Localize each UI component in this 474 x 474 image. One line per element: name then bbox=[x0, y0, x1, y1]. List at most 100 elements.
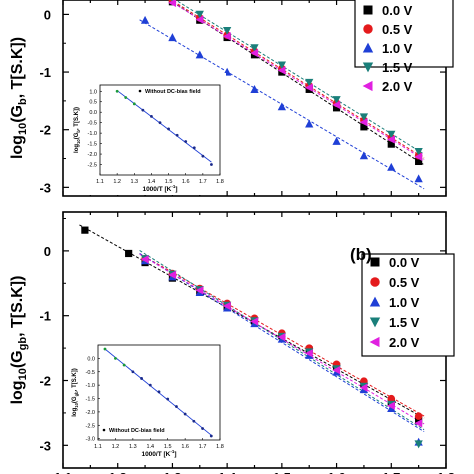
y-tick-label: -1 bbox=[39, 309, 51, 324]
data-point-2.0 V bbox=[332, 100, 341, 110]
data-point-0.0 V bbox=[125, 249, 133, 258]
data-point-2.0 V bbox=[332, 365, 341, 375]
data-point-2.0 V bbox=[195, 15, 204, 24]
inset-x-tick-label: 1.1 bbox=[96, 179, 104, 185]
inset-x-tick-label: 1.8 bbox=[216, 179, 224, 185]
inset-data-point bbox=[114, 356, 117, 360]
inset-data-point bbox=[183, 412, 187, 416]
data-point-2.0 V bbox=[304, 349, 313, 358]
data-point-2.0 V bbox=[250, 317, 259, 326]
panel-label: (b) bbox=[350, 245, 372, 264]
inset-y-tick-label: -0.5 bbox=[86, 370, 95, 376]
inset-x-tick-label: 1.7 bbox=[199, 444, 207, 450]
inset-x-tick-label: 1.3 bbox=[129, 444, 137, 450]
data-point-1.5 V bbox=[277, 61, 286, 70]
data-point-2.0 V bbox=[168, 0, 177, 8]
fit-line-0.5 V bbox=[139, 253, 425, 417]
data-point-0.0 V bbox=[81, 226, 89, 234]
inset-data-point bbox=[192, 419, 196, 423]
inset-data-point bbox=[184, 140, 188, 143]
data-point-1.5 V bbox=[387, 130, 396, 139]
legend-label: 0.0 V bbox=[382, 3, 413, 18]
inset-x-tick-label: 1.2 bbox=[112, 444, 120, 450]
x-tick-label: 1.7 bbox=[382, 470, 400, 474]
data-point-1.0 V bbox=[387, 162, 396, 171]
data-point-1.5 V bbox=[195, 10, 204, 19]
legend-marker bbox=[363, 5, 373, 15]
y-tick-label: 0 bbox=[44, 244, 51, 259]
inset-y-tick-label: -1.5 bbox=[86, 397, 95, 403]
data-point-0.5 V bbox=[387, 394, 396, 403]
legend-marker bbox=[362, 42, 374, 53]
legend-marker bbox=[362, 62, 374, 73]
legend-label: 1.0 V bbox=[389, 295, 420, 310]
legend: 0.0 V 0.5 V 1.0 V 1.5 V 2.0 V bbox=[354, 0, 454, 94]
inset-y-tick-label: 0.5 bbox=[89, 100, 97, 106]
y-tick-label: -3 bbox=[39, 438, 51, 453]
inset-fit-line bbox=[116, 90, 212, 163]
inset-data-point bbox=[175, 405, 178, 408]
legend-label: 2.0 V bbox=[389, 335, 420, 350]
inset-x-tick-label: 1.3 bbox=[130, 179, 138, 185]
inset-data-point bbox=[201, 154, 205, 158]
data-point-0.0 V bbox=[332, 104, 341, 112]
inset-data-point bbox=[115, 89, 119, 93]
data-point-1.5 V bbox=[332, 96, 341, 105]
y-tick-label: 0 bbox=[44, 7, 51, 22]
inset-legend-label: Without DC-bias field bbox=[109, 428, 165, 434]
inset-data-point bbox=[157, 390, 161, 394]
data-point-0.5 V bbox=[414, 412, 423, 420]
data-point-1.5 V bbox=[223, 26, 232, 35]
legend-marker bbox=[369, 336, 380, 348]
inset-y-tick-label: 0.0 bbox=[87, 356, 95, 362]
legend-label: 0.5 V bbox=[382, 22, 413, 37]
panel-a: -3 -2 -1 0 log10(Gb, T[S.K]) 0.0 V 0.5 V 1.0 V 1… bbox=[9, 0, 454, 197]
inset-x-tick-label: 1.8 bbox=[216, 444, 224, 450]
inset-y-tick-label: -2.0 bbox=[86, 410, 95, 416]
legend-marker bbox=[370, 257, 380, 267]
inset-frame bbox=[97, 344, 221, 441]
data-point-1.0 V bbox=[168, 33, 177, 42]
data-point-2.0 V bbox=[386, 135, 395, 144]
data-point-0.0 V bbox=[360, 123, 368, 131]
inset-data-point bbox=[132, 102, 136, 106]
data-point-2.0 V bbox=[414, 419, 423, 428]
legend-label: 0.0 V bbox=[389, 255, 420, 270]
inset-y-tick-label: -2.5 bbox=[88, 163, 97, 169]
x-tick-label: 1.5 bbox=[273, 470, 291, 474]
data-point-1.0 V bbox=[414, 174, 423, 183]
legend-marker bbox=[362, 80, 373, 92]
inset-y-tick-label: 1.0 bbox=[89, 89, 97, 95]
inset-data-point bbox=[103, 347, 107, 351]
data-point-1.0 V bbox=[250, 85, 259, 93]
inset-x-axis-label: 1000/T [K-1] bbox=[141, 449, 176, 458]
inset-x-tick-label: 1.1 bbox=[94, 444, 102, 450]
data-point-1.0 V bbox=[332, 136, 341, 145]
inset-legend-marker bbox=[102, 428, 106, 432]
inset-data-point bbox=[131, 370, 135, 374]
inset-data-point bbox=[201, 427, 204, 430]
data-point-1.5 V bbox=[414, 440, 423, 449]
x-tick-label: 1.2 bbox=[109, 470, 127, 474]
inset-data-point bbox=[150, 114, 153, 118]
data-point-1.0 V bbox=[305, 119, 314, 128]
inset-y-tick-label: 0.0 bbox=[89, 110, 97, 116]
data-point-2.0 V bbox=[195, 286, 204, 295]
y-tick-label: -3 bbox=[39, 180, 51, 195]
x-tick-label: 1.6 bbox=[328, 470, 346, 474]
inset-data-point bbox=[124, 96, 128, 99]
legend-marker bbox=[369, 296, 381, 307]
inset-data-point bbox=[158, 121, 162, 125]
data-point-0.0 V bbox=[387, 140, 395, 148]
y-tick-label: -2 bbox=[39, 123, 51, 138]
legend-label: 0.5 V bbox=[389, 275, 420, 290]
inset-data-point bbox=[210, 163, 213, 166]
data-point-2.0 V bbox=[250, 48, 259, 58]
data-point-2.0 V bbox=[222, 32, 231, 41]
legend-label: 1.5 V bbox=[389, 315, 420, 330]
data-area bbox=[139, 0, 425, 190]
inset-x-tick-label: 1.6 bbox=[182, 179, 190, 185]
inset-data-point bbox=[175, 133, 179, 137]
inset-legend-marker bbox=[138, 89, 142, 93]
